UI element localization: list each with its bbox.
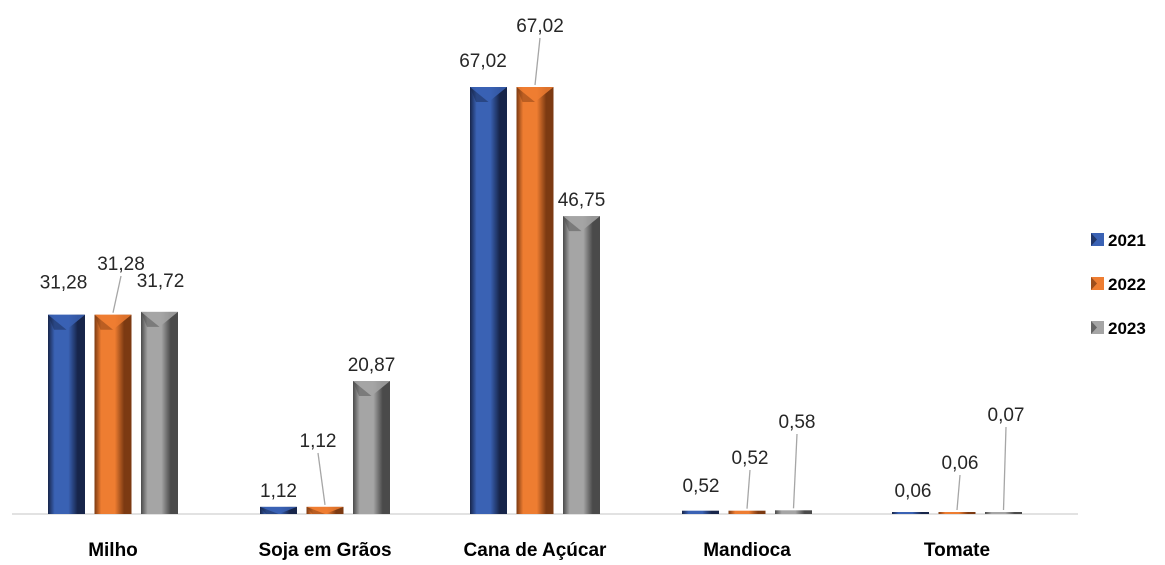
data-label: 0,06 bbox=[942, 453, 979, 474]
legend-swatch bbox=[1091, 233, 1104, 246]
bar-2023-mandioca bbox=[775, 510, 812, 514]
bar-2021-mandioca bbox=[682, 510, 719, 514]
legend-item-2022: 2022 bbox=[1091, 275, 1146, 294]
data-label: 46,75 bbox=[558, 190, 606, 211]
legend-swatch bbox=[1091, 277, 1104, 290]
leader-line bbox=[1002, 426, 1007, 511]
legend-swatch bbox=[1091, 321, 1104, 334]
bar-2021-cana-de-a-car bbox=[470, 87, 507, 514]
bar-2022-tomate bbox=[938, 512, 976, 514]
data-label: 67,02 bbox=[516, 16, 564, 37]
data-label: 20,87 bbox=[348, 355, 396, 376]
bar-2023-cana-de-a-car bbox=[563, 216, 600, 514]
bar-2022-mandioca bbox=[728, 510, 766, 514]
data-label: 31,28 bbox=[97, 254, 145, 275]
bar-2022-milho bbox=[94, 314, 132, 514]
legend-item-2023: 2023 bbox=[1091, 319, 1146, 338]
leader-line bbox=[112, 275, 122, 313]
bar-2023-soja-em-gr-os bbox=[353, 381, 390, 514]
bar-2021-soja-em-gr-os bbox=[260, 506, 297, 514]
category-label: Soja em Grãos bbox=[258, 540, 391, 560]
data-label: 31,72 bbox=[137, 271, 185, 292]
category-label: Tomate bbox=[924, 540, 990, 560]
leader-line bbox=[956, 474, 961, 511]
leader-line bbox=[317, 452, 326, 505]
category-label: Milho bbox=[88, 540, 138, 560]
bar-2023-tomate bbox=[985, 512, 1022, 514]
bar-2022-soja-em-gr-os bbox=[306, 506, 344, 514]
bar-2021-tomate bbox=[892, 512, 929, 514]
legend-label: 2023 bbox=[1108, 319, 1146, 338]
bar-2023-milho bbox=[141, 311, 178, 514]
data-label: 1,12 bbox=[260, 481, 297, 502]
legend-label: 2021 bbox=[1108, 231, 1146, 250]
data-label: 0,06 bbox=[895, 481, 932, 502]
data-label: 31,28 bbox=[40, 273, 88, 294]
category-label: Mandioca bbox=[703, 540, 791, 560]
data-label: 0,52 bbox=[732, 448, 769, 469]
leader-line bbox=[792, 433, 798, 509]
data-label: 1,12 bbox=[300, 431, 337, 452]
data-label: 0,58 bbox=[779, 412, 816, 433]
data-label: 0,07 bbox=[988, 405, 1025, 426]
bar-2022-cana-de-a-car bbox=[516, 87, 554, 514]
bar-2021-milho bbox=[48, 314, 85, 514]
legend-item-2021: 2021 bbox=[1091, 231, 1146, 250]
leader-line bbox=[534, 37, 541, 86]
data-label: 0,52 bbox=[683, 476, 720, 497]
legend-label: 2022 bbox=[1108, 275, 1146, 294]
leader-line bbox=[746, 469, 751, 509]
category-label: Cana de Açúcar bbox=[464, 540, 608, 560]
data-label: 67,02 bbox=[459, 51, 507, 72]
